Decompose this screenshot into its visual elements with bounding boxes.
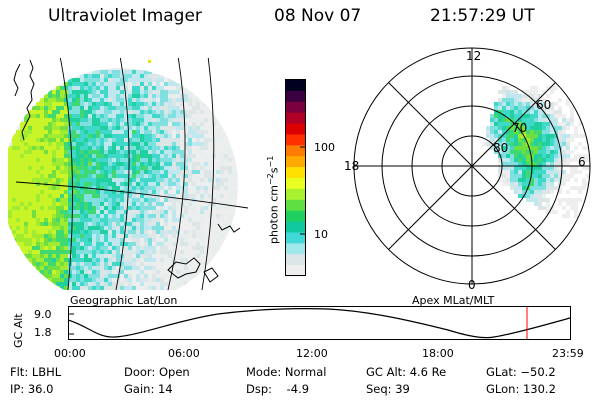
alt-xtick-0600: 06:00 [168,347,200,360]
coastline-outlines [13,59,241,283]
mlat-label-60: 60 [536,98,551,112]
geographic-image [8,58,249,290]
status-flt: Flt: LBHL [10,365,62,379]
colorbar-tick-10: 10 [314,228,328,241]
unit-sup2: −1 [266,155,275,168]
colorbar-tick-100: 100 [314,141,335,154]
status-glon: GLon: 130.2 [486,382,556,396]
instrument-title: Ultraviolet Imager [48,6,202,26]
alt-xtick-1200: 12:00 [296,347,328,360]
mlt-label-18: 18 [344,159,359,173]
status-door: Door: Open [124,365,190,379]
unit-sup1: −2 [266,173,275,186]
mlt-label-12: 12 [466,49,481,63]
mlat-label-80: 80 [493,141,508,155]
altitude-curve [68,308,571,339]
colorbar-unit-label: photon cm−2s−1 [266,156,281,244]
observation-date: 08 Nov 07 [274,6,362,26]
alt-plot-ylabel: GC Alt [12,313,25,348]
polar-map: 12 18 6 0 60 70 80 [344,47,591,292]
mlt-label-6: 6 [578,155,586,169]
observation-time: 21:57:29 UT [430,6,535,26]
geo-panel-label: Geographic Lat/Lon [70,294,178,307]
lat-lon-grid [15,58,249,290]
unit-mid: s [267,167,281,174]
alt-xtick-0000: 00:00 [54,347,86,360]
polar-panel-label: Apex MLat/MLT [412,294,495,307]
status-seq: Seq: 39 [366,382,410,396]
status-dsp: Dsp: -4.9 [246,382,310,396]
status-glat: GLat: −50.2 [486,365,556,379]
status-gcalt: GC Alt: 4.6 Re [366,365,447,379]
altitude-plot [68,306,571,340]
colorbar [285,79,306,277]
alt-ytick-max: 9.0 [34,308,52,321]
yellow-speck [148,60,151,63]
status-ip: IP: 36.0 [10,382,54,396]
unit-prefix: photon cm [267,185,281,244]
alt-ytick-min: 1.8 [34,326,52,339]
status-mode: Mode: Normal [246,365,327,379]
alt-xtick-1800: 18:00 [422,347,454,360]
alt-xtick-2359: 23:59 [552,347,584,360]
mlat-label-70: 70 [512,121,527,135]
mlt-label-0: 0 [468,278,476,292]
polar-grid [353,47,591,285]
status-gain: Gain: 14 [124,382,173,396]
